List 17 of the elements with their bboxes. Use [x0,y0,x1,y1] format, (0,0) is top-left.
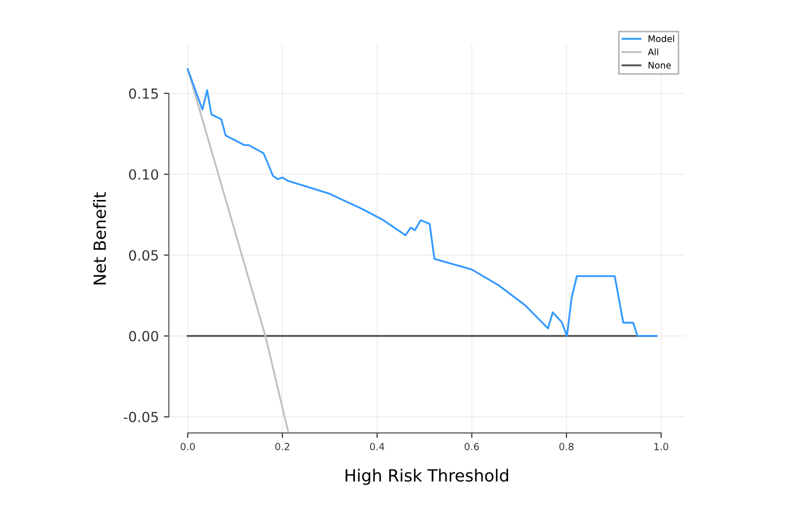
y-tick-label: -0.05 [124,412,158,422]
y-tick-label: 0.00 [129,330,158,342]
x-tick-label: 0.6 [464,442,479,450]
x-tick-label: 0.4 [370,442,384,450]
x-tick-label: 0.2 [275,442,290,450]
legend-label: All [648,48,658,56]
x-tick-label: 1.0 [654,442,668,450]
legend-label: None [648,62,671,69]
y-tick-label: 0.15 [129,88,158,99]
y-tick-label: 0.05 [129,250,158,261]
x-tick-label: 0.0 [180,442,195,450]
legend-label: Model [648,35,674,42]
y-tick-label: 0.10 [129,169,158,180]
line-series [186,68,658,337]
x-tick-label: 0.8 [559,442,574,450]
y-axis-title: Net Benefit [93,192,106,284]
x-axis-title: High Risk Threshold [346,468,508,485]
